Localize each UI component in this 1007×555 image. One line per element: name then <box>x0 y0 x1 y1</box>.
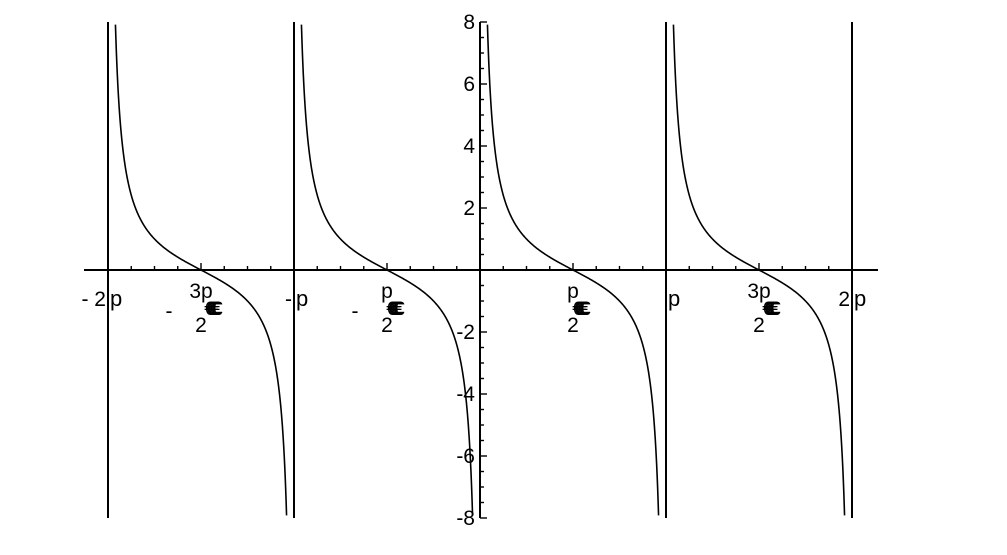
x-tick-symbol: p <box>668 286 680 311</box>
y-tick-label: 2 <box>463 197 475 220</box>
y-tick-label: 6 <box>463 73 475 96</box>
x-tick-coefficient: - <box>285 288 292 311</box>
y-tick-label: 8 <box>463 11 475 34</box>
x-tick-label-1: -3p€€€€€€2 <box>166 280 233 337</box>
y-tick-label: -4 <box>456 383 475 406</box>
x-tick-numerator: 3p <box>747 280 770 303</box>
x-tick-label-6: 3p€€€€€€2 <box>747 280 790 337</box>
x-tick-numerator: 3p <box>189 280 212 303</box>
x-tick-denominator: 2 <box>753 314 765 337</box>
x-tick-sign: - <box>166 300 173 323</box>
y-tick-label: -8 <box>456 507 475 530</box>
x-tick-fraction-bar: €€€€€€ <box>204 299 223 320</box>
x-tick-denominator: 2 <box>195 314 207 337</box>
x-tick-denominator: 2 <box>381 314 393 337</box>
x-tick-label-2: -p <box>285 286 308 311</box>
x-tick-coefficient: 2 <box>838 288 850 311</box>
x-tick-numerator: p <box>567 280 579 303</box>
x-tick-sign: - <box>352 300 359 323</box>
x-tick-label-3: -p€€€€€€2 <box>352 280 415 337</box>
x-tick-label-4: p€€€€€€2 <box>567 280 600 337</box>
y-tick-label: -6 <box>456 445 475 468</box>
x-tick-coefficient: - 2 <box>81 288 106 311</box>
x-tick-numerator: p <box>381 280 393 303</box>
y-tick-layer: -8 -6 -4 -2 2 4 6 8 <box>456 11 487 530</box>
x-tick-symbol: p <box>296 286 308 311</box>
x-tick-denominator: 2 <box>567 314 579 337</box>
x-tick-fraction-bar: €€€€€€ <box>762 299 781 320</box>
x-tick-symbol: p <box>854 286 866 311</box>
y-tick-label: -2 <box>456 321 475 344</box>
y-tick-label: 4 <box>463 135 475 158</box>
x-tick-symbol: p <box>110 286 122 311</box>
x-tick-label-5: p <box>668 286 680 311</box>
